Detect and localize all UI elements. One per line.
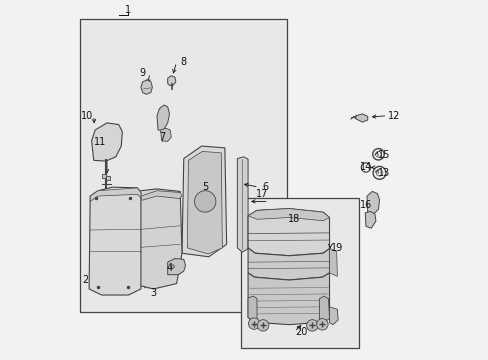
Polygon shape xyxy=(247,296,257,321)
Text: 8: 8 xyxy=(181,57,186,67)
Polygon shape xyxy=(167,258,185,275)
Text: 17: 17 xyxy=(255,189,267,199)
Text: 13: 13 xyxy=(377,168,389,178)
Text: 12: 12 xyxy=(387,111,400,121)
Polygon shape xyxy=(182,146,226,257)
Text: 1: 1 xyxy=(125,5,131,15)
Circle shape xyxy=(316,319,327,330)
Text: 7: 7 xyxy=(159,132,165,142)
Text: 3: 3 xyxy=(150,288,156,297)
Text: 18: 18 xyxy=(288,214,300,224)
Text: 6: 6 xyxy=(263,182,268,192)
Text: 20: 20 xyxy=(295,327,307,337)
Polygon shape xyxy=(132,189,182,289)
Polygon shape xyxy=(247,208,329,256)
Polygon shape xyxy=(354,114,367,122)
Circle shape xyxy=(306,320,317,331)
Polygon shape xyxy=(187,152,222,254)
Polygon shape xyxy=(319,296,329,322)
Polygon shape xyxy=(237,157,247,252)
Polygon shape xyxy=(167,76,176,85)
Text: 14: 14 xyxy=(359,162,371,172)
Text: 16: 16 xyxy=(359,200,371,210)
Polygon shape xyxy=(157,105,169,131)
Polygon shape xyxy=(160,128,171,141)
Polygon shape xyxy=(365,211,375,228)
Text: 4: 4 xyxy=(166,262,172,273)
Text: 19: 19 xyxy=(330,243,343,253)
Text: 11: 11 xyxy=(94,138,106,148)
Bar xyxy=(80,19,287,312)
Text: 2: 2 xyxy=(82,275,88,285)
Text: 10: 10 xyxy=(81,111,93,121)
Polygon shape xyxy=(329,249,337,276)
Polygon shape xyxy=(141,80,152,94)
Polygon shape xyxy=(89,187,141,295)
Text: 15: 15 xyxy=(377,150,389,160)
Polygon shape xyxy=(247,273,329,325)
Polygon shape xyxy=(91,123,122,161)
Polygon shape xyxy=(247,208,329,221)
Bar xyxy=(241,198,358,348)
Circle shape xyxy=(248,318,259,329)
Circle shape xyxy=(257,320,268,331)
Polygon shape xyxy=(247,248,329,280)
Text: 5: 5 xyxy=(202,182,208,192)
Polygon shape xyxy=(366,192,379,214)
Polygon shape xyxy=(329,307,337,325)
Circle shape xyxy=(194,191,216,212)
Polygon shape xyxy=(141,191,182,201)
Polygon shape xyxy=(90,188,141,202)
Text: 9: 9 xyxy=(140,68,145,78)
